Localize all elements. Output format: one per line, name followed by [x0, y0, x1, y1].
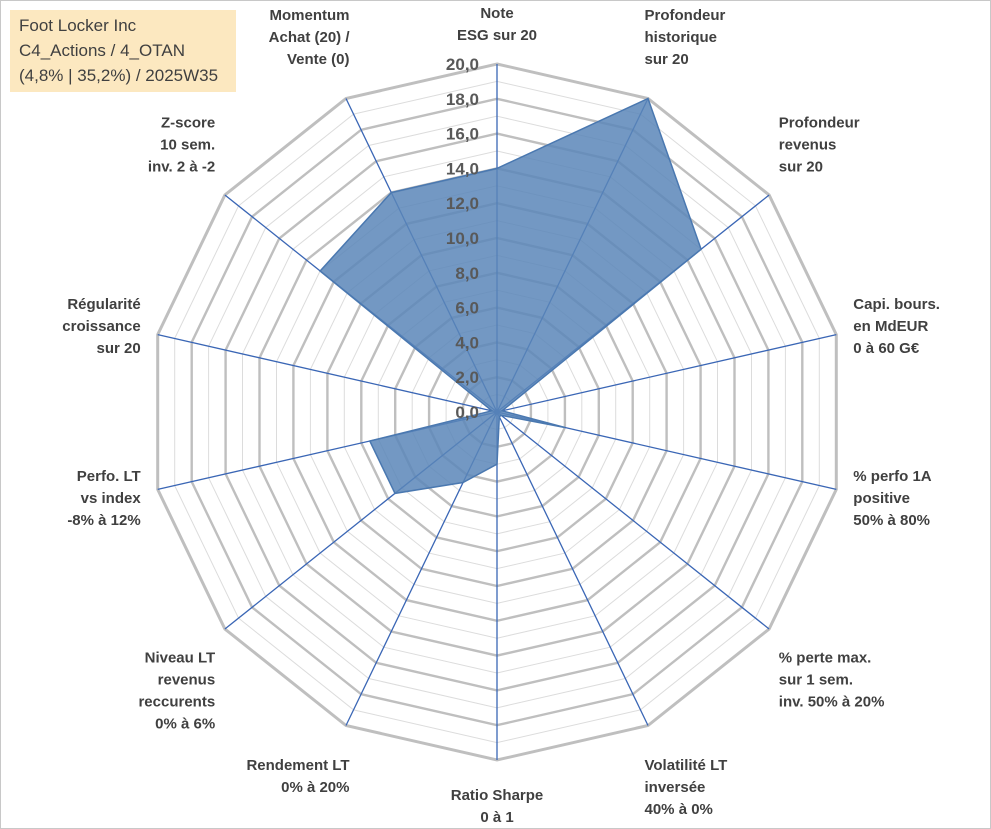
- tick-label: 16,0: [446, 125, 479, 144]
- axis-label-line: inv. 50% à 20%: [779, 694, 885, 711]
- axis-label-line: Profondeur: [779, 114, 860, 131]
- axis-label-line: Niveau LT: [145, 650, 216, 667]
- info-company-name: Foot Locker Inc: [19, 16, 137, 35]
- axis-label-line: Note: [480, 5, 513, 22]
- tick-label: 12,0: [446, 194, 479, 213]
- axis-label: % perte max. sur 1 sem. inv. 50% à 20%: [779, 650, 885, 711]
- axis-label: Régularité croissance sur 20: [62, 296, 140, 357]
- radial-tick-labels: 0,0 2,0 4,0 6,0 8,0 10,0 12,0 14,0 16,0 18,0 20,0: [446, 55, 479, 422]
- tick-label: 18,0: [446, 90, 479, 109]
- axis-label-line: 40% à 0%: [645, 801, 713, 818]
- axis-label-line: 0 à 60 G€: [853, 340, 920, 357]
- axis-label-line: Profondeur: [645, 7, 726, 24]
- axis-label-line: Achat (20) /: [269, 29, 351, 46]
- axis-label-line: 0% à 20%: [281, 779, 349, 796]
- tick-label: 4,0: [455, 333, 479, 352]
- axis-label: Niveau LT revenus reccurents 0% à 6%: [138, 650, 215, 733]
- axis-label-line: inversée: [645, 779, 706, 796]
- axis-label: Volatilité LT inversée 40% à 0%: [645, 757, 728, 818]
- axis-label: Capi. bours. en MdEUR 0 à 60 G€: [853, 296, 940, 357]
- axis-label: Z-score 10 sem. inv. 2 à -2: [148, 114, 215, 175]
- axis-label-line: 50% à 80%: [853, 512, 930, 529]
- axis-label-line: revenus: [779, 136, 837, 153]
- axis-label-line: % perte max.: [779, 650, 872, 667]
- info-box: Foot Locker Inc C4_Actions / 4_OTAN (4,8…: [10, 10, 236, 92]
- axis-label-line: 0% à 6%: [155, 716, 215, 733]
- axis-label-line: % perfo 1A: [853, 468, 932, 485]
- axis-label: % perfo 1A positive 50% à 80%: [853, 468, 932, 529]
- axis-label-line: ESG sur 20: [457, 27, 537, 44]
- axis-labels: Note ESG sur 20 Profondeur historique sur 20…: [62, 5, 940, 826]
- axis-spoke: [496, 411, 649, 726]
- axis-label-line: Volatilité LT: [645, 757, 728, 774]
- axis-label-line: Vente (0): [287, 51, 350, 68]
- info-category: C4_Actions / 4_OTAN: [19, 41, 185, 60]
- tick-label: 2,0: [455, 368, 479, 387]
- axis-label-line: Capi. bours.: [853, 296, 940, 313]
- axis-label-line: Ratio Sharpe: [451, 787, 544, 804]
- axis-label-line: sur 1 sem.: [779, 672, 853, 689]
- axis-label-line: sur 20: [779, 158, 823, 175]
- axis-label: Profondeur revenus sur 20: [779, 114, 860, 175]
- axis-label-line: Régularité: [67, 296, 140, 313]
- axis-spoke: [496, 333, 837, 413]
- radar-series: [319, 97, 702, 495]
- axis-spoke: [496, 411, 770, 630]
- axis-label-line: historique: [645, 29, 718, 46]
- axis-label: Profondeur historique sur 20: [645, 7, 726, 68]
- axis-label-line: croissance: [62, 318, 140, 335]
- axis-label: Perfo. LT vs index -8% à 12%: [67, 468, 141, 529]
- tick-label: 8,0: [455, 264, 479, 283]
- axis-label-line: sur 20: [645, 51, 689, 68]
- axis-label-line: en MdEUR: [853, 318, 928, 335]
- series-area: [319, 97, 702, 495]
- tick-label: 6,0: [455, 299, 479, 318]
- axis-label: Note ESG sur 20: [457, 5, 537, 44]
- axis-label: Momentum Achat (20) / Vente (0): [269, 7, 351, 68]
- axis-label-line: reccurents: [138, 694, 215, 711]
- axis-label-line: vs index: [81, 490, 142, 507]
- axis-label-line: Momentum: [270, 7, 350, 24]
- info-stats-week: (4,8% | 35,2%) / 2025W35: [19, 66, 219, 85]
- axis-label-line: 10 sem.: [160, 136, 215, 153]
- tick-label: 10,0: [446, 229, 479, 248]
- axis-label-line: sur 20: [96, 340, 140, 357]
- axis-label-line: 0 à 1: [480, 809, 513, 826]
- axis-label-line: inv. 2 à -2: [148, 158, 215, 175]
- axis-label: Rendement LT 0% à 20%: [246, 757, 349, 796]
- axis-label-line: Rendement LT: [246, 757, 349, 774]
- axis-spoke: [157, 333, 498, 413]
- axis-label: Ratio Sharpe 0 à 1: [451, 787, 544, 826]
- tick-label: 20,0: [446, 55, 479, 74]
- axis-label-line: Perfo. LT: [77, 468, 141, 485]
- axis-label-line: positive: [853, 490, 910, 507]
- axis-label-line: Z-score: [161, 114, 215, 131]
- tick-label: 14,0: [446, 159, 479, 178]
- axis-label-line: -8% à 12%: [67, 512, 140, 529]
- axis-label-line: revenus: [158, 672, 216, 689]
- tick-label: 0,0: [455, 403, 479, 422]
